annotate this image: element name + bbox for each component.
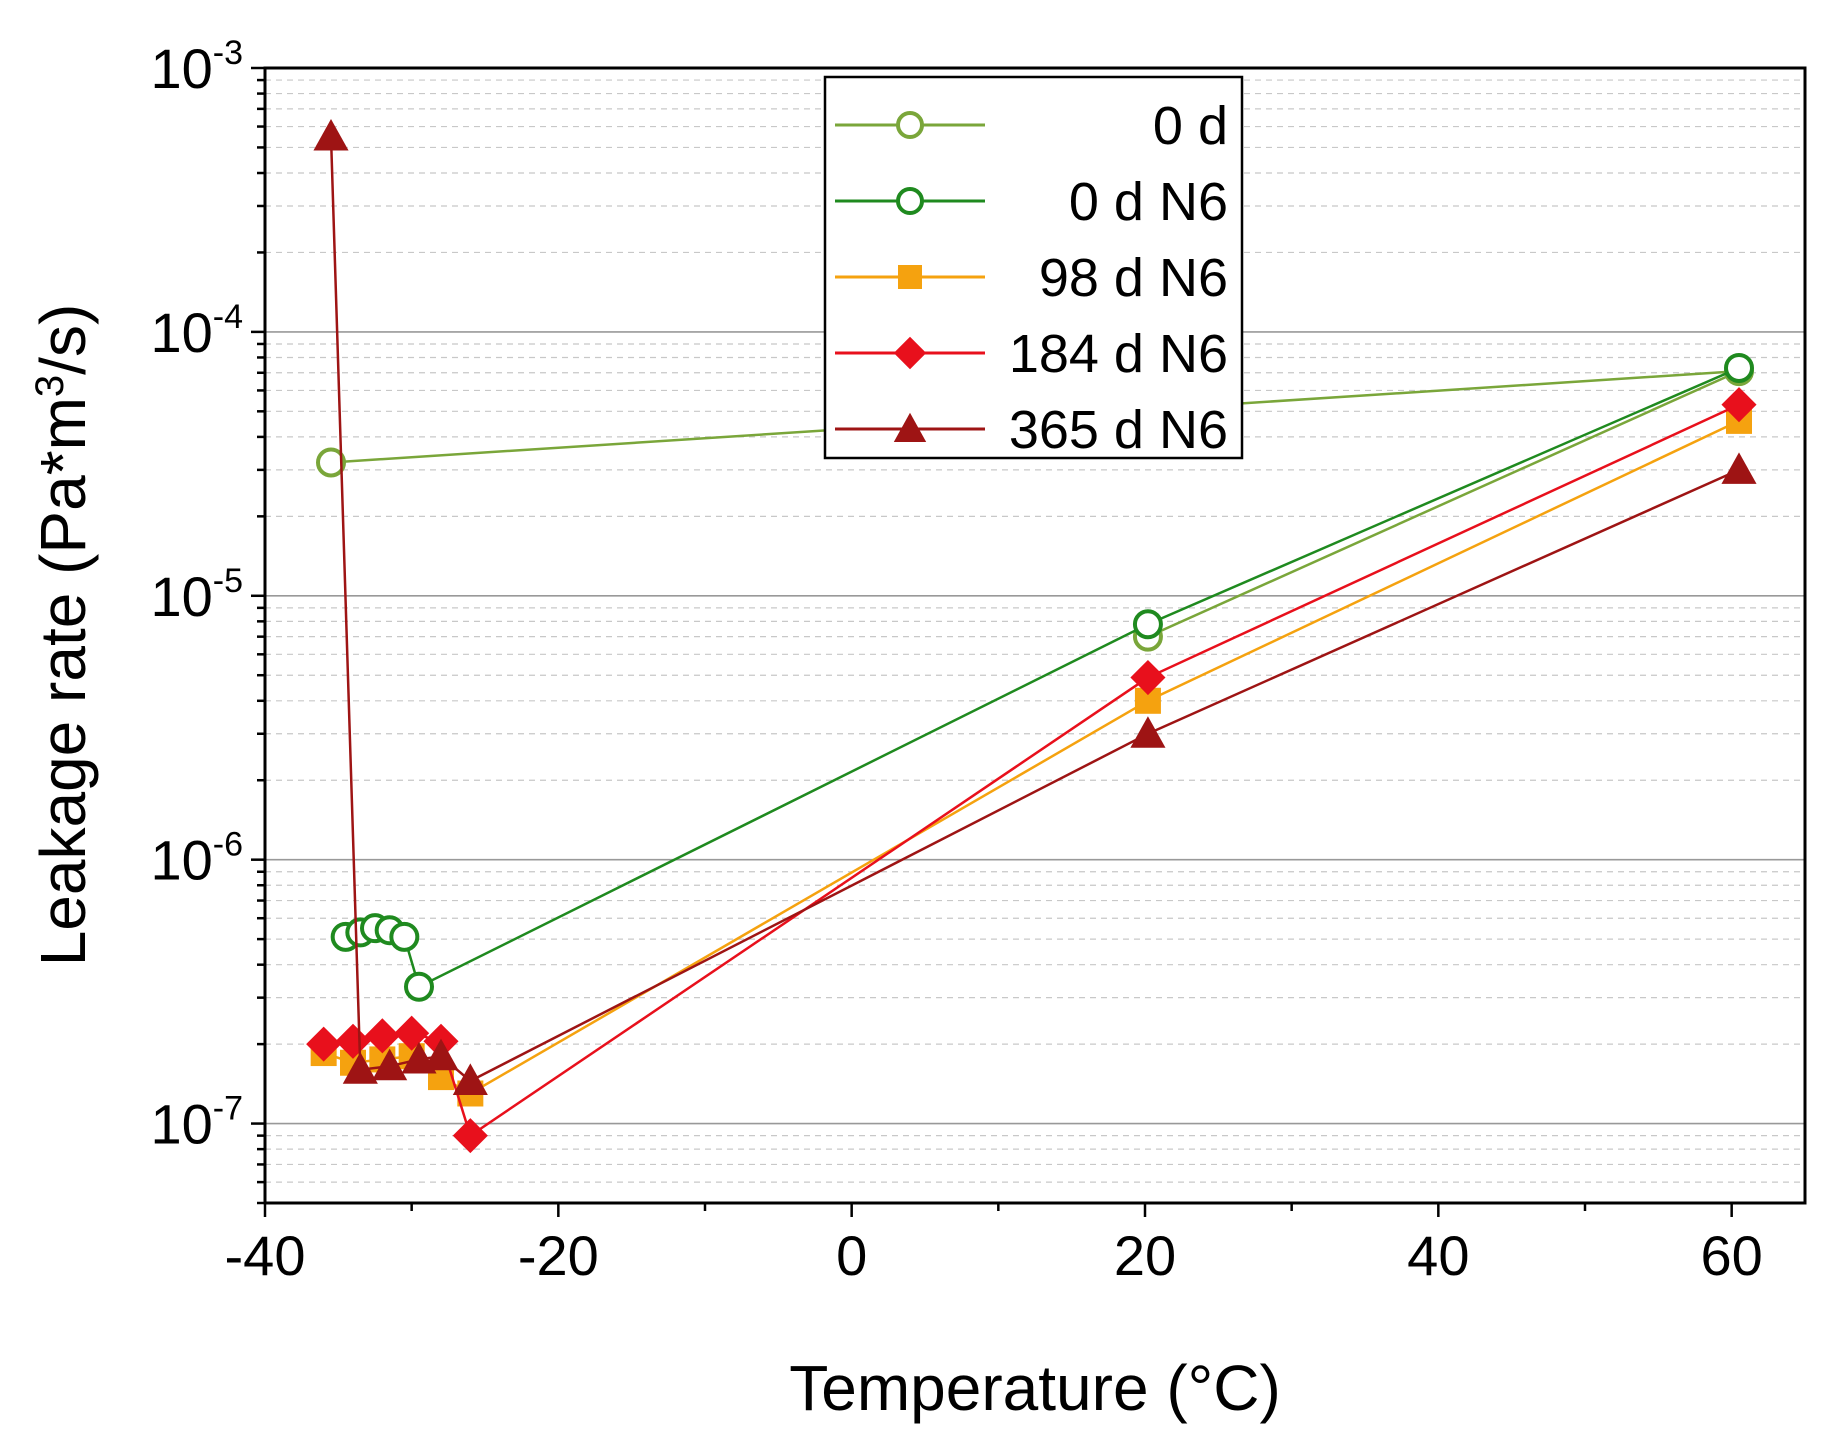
series-0-d-n6 xyxy=(330,352,1754,1002)
y-tick-label-exponent: -6 xyxy=(213,826,243,864)
data-point xyxy=(335,1023,371,1059)
y-tick-label-base: 10 xyxy=(150,1093,212,1156)
y-tick-label: 10-6 xyxy=(150,826,243,892)
y-axis-title: Leakage rate (Pa*m3/s) xyxy=(27,304,99,967)
series-184-d-n6 xyxy=(306,387,1757,1154)
y-tick-label-base: 10 xyxy=(150,829,212,892)
legend-label: 184 d N6 xyxy=(1009,324,1228,384)
series-line xyxy=(345,366,1740,989)
data-point xyxy=(316,447,346,478)
legend-entry: 365 d N6 xyxy=(835,400,1228,460)
legend-label: 365 d N6 xyxy=(1009,400,1228,460)
x-tick-label: 40 xyxy=(1407,1224,1469,1287)
y-tick-label-base: 10 xyxy=(150,37,212,100)
x-axis-title: Temperature (°C) xyxy=(789,1352,1281,1424)
data-point xyxy=(342,1052,378,1084)
y-tick-label-exponent: -4 xyxy=(213,298,243,336)
x-tick-label: 0 xyxy=(836,1224,867,1287)
data-point xyxy=(313,118,349,151)
x-tick-label: 60 xyxy=(1701,1224,1763,1287)
y-tick-label: 10-3 xyxy=(150,34,243,100)
data-point xyxy=(452,1063,488,1096)
x-tick-label: -40 xyxy=(225,1224,306,1287)
series-line xyxy=(323,403,1740,1138)
y-axis-title-tail: /s) xyxy=(27,304,99,375)
legend-entry: 0 d xyxy=(835,96,1228,156)
y-axis-title-main: Leakage rate (Pa*m xyxy=(27,397,99,966)
data-point xyxy=(1721,452,1757,484)
legend-label: 98 d N6 xyxy=(1039,248,1228,308)
data-point xyxy=(1130,716,1166,748)
y-tick-label: 10-5 xyxy=(150,562,243,628)
data-point xyxy=(1721,387,1757,423)
data-point xyxy=(364,1018,400,1054)
y-axis-title-sup: 3 xyxy=(28,375,72,397)
data-point xyxy=(1724,352,1754,383)
y-tick-label-base: 10 xyxy=(150,301,212,364)
data-point xyxy=(1132,609,1163,640)
legend-label: 0 d N6 xyxy=(1069,172,1228,232)
data-point xyxy=(423,1038,459,1071)
legend-box xyxy=(823,75,1244,460)
legend-entry: 98 d N6 xyxy=(835,248,1228,308)
x-tick-label: -20 xyxy=(518,1224,599,1287)
y-tick-label-exponent: -3 xyxy=(213,34,243,72)
legend: 0 d 0 d N6 98 d N6 184 d N6 365 d N6 xyxy=(823,75,1244,460)
data-point xyxy=(896,187,924,215)
legend-entry: 184 d N6 xyxy=(835,324,1228,384)
x-tick-label: 20 xyxy=(1114,1224,1176,1287)
data-point xyxy=(306,1026,342,1062)
data-point xyxy=(893,412,927,442)
y-tick-label-exponent: -5 xyxy=(213,562,243,600)
data-point xyxy=(372,1048,408,1081)
y-tick-label-exponent: -7 xyxy=(213,1090,243,1128)
data-point xyxy=(1130,659,1166,696)
data-point xyxy=(452,1118,488,1154)
series-365-d-n6 xyxy=(313,118,1757,1096)
data-point xyxy=(898,265,922,289)
y-tick-label-base: 10 xyxy=(150,565,212,628)
legend-label: 0 d xyxy=(1153,96,1228,156)
data-point xyxy=(893,336,927,370)
y-tick-label: 10-7 xyxy=(150,1090,243,1156)
data-point xyxy=(389,921,420,952)
data-point xyxy=(896,111,924,139)
axis-ticks: 10-710-610-510-410-3-40 -20 0 20 40 60 xyxy=(150,34,1762,1287)
data-point xyxy=(404,971,434,1002)
y-tick-label: 10-4 xyxy=(150,298,243,364)
data-point xyxy=(394,1015,430,1051)
legend-entry: 0 d N6 xyxy=(835,172,1228,232)
series-layer xyxy=(306,118,1757,1154)
